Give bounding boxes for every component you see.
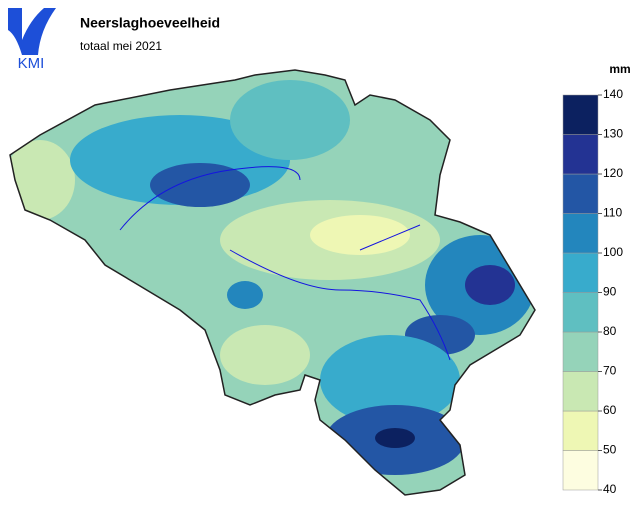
legend-tick-label: 140 [603,87,623,101]
field-area [230,80,350,160]
logo-text: KMI [18,55,45,72]
field-area [150,163,250,207]
legend-bin [562,331,599,372]
field-area [465,265,515,305]
legend-bin [562,410,599,451]
field-area [375,428,415,448]
field-area [320,335,460,425]
legend-tick-label: 40 [603,482,617,496]
logo: KMI [8,8,56,72]
legend-tick-label: 90 [603,285,617,299]
legend-tick-label: 70 [603,364,617,378]
legend-tick-label: 60 [603,403,617,417]
legend-tick-label: 110 [603,206,622,220]
legend-tick-label: 50 [603,443,617,457]
title: Neerslaghoeveelheid [80,15,220,31]
legend-bin [562,450,599,491]
legend-bin [562,94,599,135]
legend-tick-label: 130 [603,127,623,141]
legend-bin [562,173,599,214]
legend-bin [562,371,599,412]
legend-bin [562,213,599,254]
border [9,69,536,496]
legend-tick-label: 120 [603,166,623,180]
legend-bin [562,292,599,333]
logo-shape [8,8,56,55]
field-area [227,281,263,309]
field-area [10,140,75,220]
legend-tick-label: 80 [603,324,617,338]
field-area [310,215,410,255]
legend-bin [562,134,599,175]
field-area [220,325,310,385]
legend-tick-label: 100 [603,245,623,259]
subtitle: totaal mei 2021 [80,39,162,53]
legend-bin [562,252,599,293]
legend-unit: mm [609,62,630,76]
rainfall-field [10,70,535,495]
river [119,166,451,361]
